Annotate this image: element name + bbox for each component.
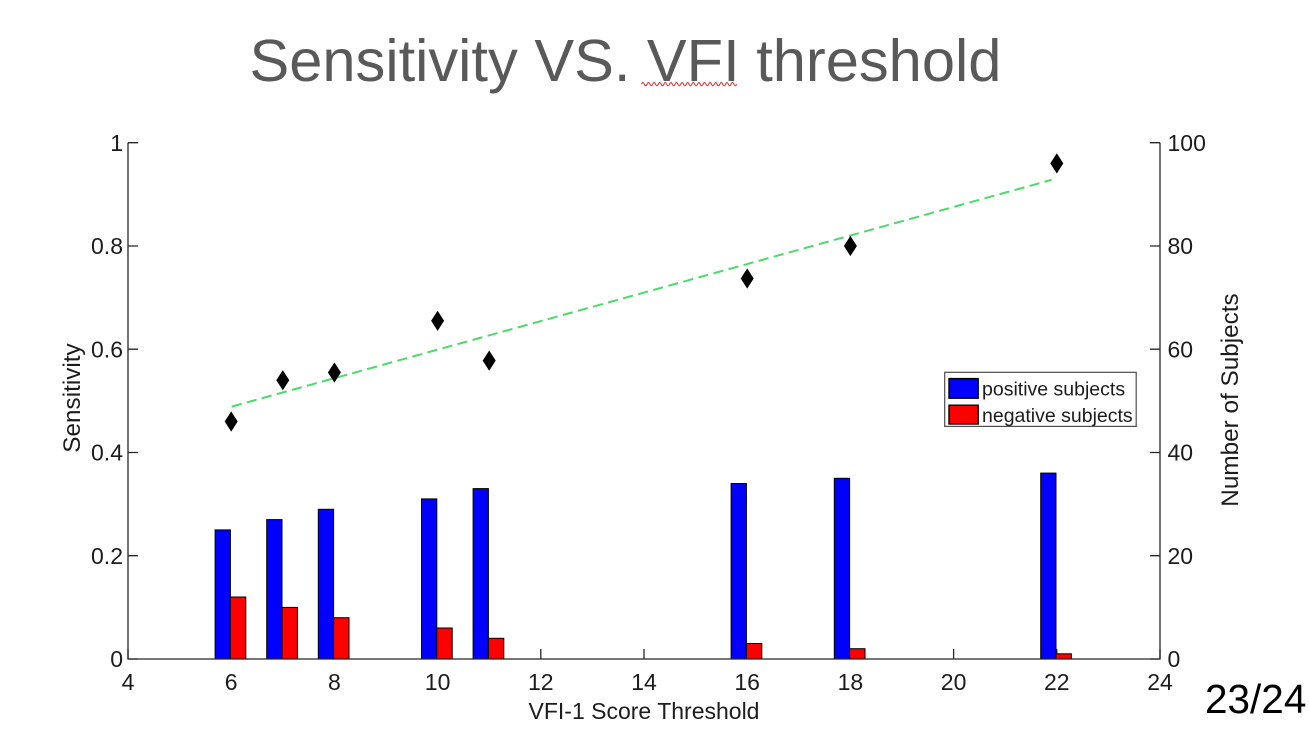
svg-text:20: 20 xyxy=(941,669,967,695)
svg-text:0: 0 xyxy=(1168,646,1181,672)
svg-text:16: 16 xyxy=(734,669,760,695)
svg-text:0: 0 xyxy=(110,646,123,672)
svg-text:0.6: 0.6 xyxy=(91,336,123,362)
svg-text:0.2: 0.2 xyxy=(91,543,123,569)
svg-text:positive subjects: positive subjects xyxy=(982,378,1125,400)
svg-text:Sensitivity VS. VFI threshold: Sensitivity VS. VFI threshold xyxy=(250,27,1002,94)
svg-text:100: 100 xyxy=(1168,130,1206,156)
svg-text:24: 24 xyxy=(1147,669,1173,695)
svg-text:12: 12 xyxy=(528,669,554,695)
svg-text:4: 4 xyxy=(122,669,135,695)
svg-text:14: 14 xyxy=(631,669,657,695)
svg-text:40: 40 xyxy=(1168,440,1194,466)
svg-text:0.8: 0.8 xyxy=(91,233,123,259)
svg-text:18: 18 xyxy=(838,669,864,695)
svg-text:22: 22 xyxy=(1044,669,1070,695)
svg-text:1: 1 xyxy=(110,130,123,156)
svg-text:Number of Subjects: Number of Subjects xyxy=(1217,293,1244,506)
svg-text:negative subjects: negative subjects xyxy=(982,405,1133,427)
svg-text:23/24: 23/24 xyxy=(1205,676,1306,722)
svg-text:VFI-1 Score Threshold: VFI-1 Score Threshold xyxy=(529,698,760,724)
svg-text:Sensitivity: Sensitivity xyxy=(59,342,86,452)
svg-text:10: 10 xyxy=(425,669,451,695)
svg-text:6: 6 xyxy=(225,669,238,695)
svg-text:80: 80 xyxy=(1168,233,1194,259)
svg-text:20: 20 xyxy=(1168,543,1194,569)
svg-text:8: 8 xyxy=(328,669,341,695)
svg-text:0.4: 0.4 xyxy=(91,440,123,466)
svg-text:60: 60 xyxy=(1168,336,1194,362)
